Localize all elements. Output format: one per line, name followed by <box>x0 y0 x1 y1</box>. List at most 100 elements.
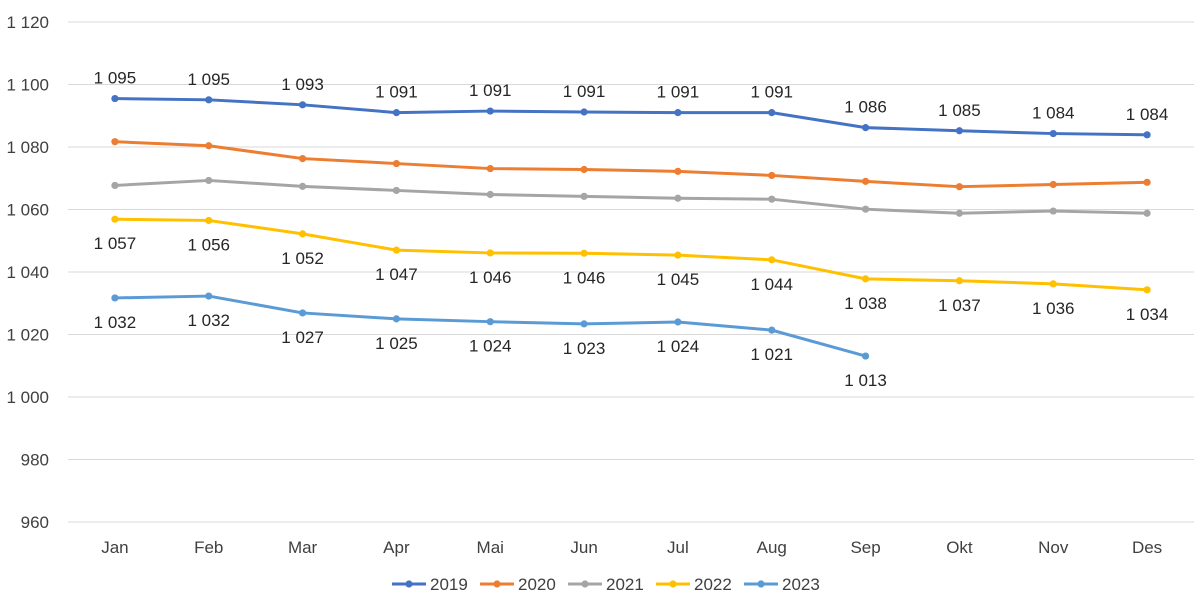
data-label-2019: 1 095 <box>187 70 230 89</box>
data-point-2019 <box>580 108 588 116</box>
data-point-2020 <box>298 154 307 163</box>
data-label-2022: 1 056 <box>187 235 230 254</box>
data-point-2019 <box>768 109 776 117</box>
data-point-2020 <box>674 167 682 175</box>
data-label-2019: 1 091 <box>750 83 793 102</box>
data-point-2022 <box>205 216 213 225</box>
legend-marker-2023 <box>757 580 765 588</box>
data-label-2019: 1 084 <box>1126 105 1169 124</box>
data-point-2020 <box>768 171 776 180</box>
x-tick-label: Nov <box>1038 538 1069 557</box>
data-point-2022 <box>1143 286 1151 294</box>
x-tick-label: Mar <box>288 538 318 557</box>
data-label-2023: 1 013 <box>844 371 887 390</box>
series-line-2019 <box>113 97 1149 137</box>
data-label-2019: 1 085 <box>938 101 981 120</box>
data-label-2019: 1 086 <box>844 98 887 117</box>
data-point-2020 <box>580 165 588 174</box>
data-point-2023 <box>298 309 307 317</box>
x-axis: Jan Feb Mar Apr Mai Jun Jul Aug Sep Okt Nov Des <box>68 521 1194 557</box>
series-group <box>111 94 1151 360</box>
legend-label-2019: 2019 <box>430 575 468 594</box>
data-label-2023: 1 025 <box>375 334 418 353</box>
data-point-2020 <box>205 142 213 150</box>
data-point-2022 <box>674 251 682 259</box>
data-label-2019: 1 091 <box>657 83 700 102</box>
x-tick-label: Des <box>1132 538 1162 557</box>
data-label-2023: 1 021 <box>750 345 793 364</box>
data-label-2019: 1 091 <box>375 83 418 102</box>
data-point-2023 <box>392 315 401 323</box>
data-point-2021 <box>955 209 964 217</box>
data-point-2022 <box>955 277 964 285</box>
data-label-2019: 1 091 <box>469 81 512 100</box>
data-point-2023 <box>111 294 119 302</box>
data-point-2021 <box>111 181 119 190</box>
data-point-2022 <box>392 246 401 254</box>
y-tick-label: 1 060 <box>6 201 49 220</box>
data-label-2019: 1 091 <box>563 82 606 101</box>
series-line-2021 <box>113 178 1149 215</box>
data-label-2022: 1 044 <box>750 275 793 294</box>
x-tick-label: Mai <box>477 538 504 557</box>
x-tick-label: Jul <box>667 538 689 557</box>
data-point-2021 <box>486 190 494 199</box>
data-point-2021 <box>1049 207 1057 215</box>
data-label-2022: 1 046 <box>469 268 512 287</box>
data-point-2020 <box>1143 178 1151 186</box>
data-point-2020 <box>1049 180 1057 189</box>
data-point-2023 <box>674 318 682 326</box>
data-point-2019 <box>486 107 494 115</box>
data-point-2019 <box>861 124 870 132</box>
data-point-2022 <box>486 249 494 257</box>
legend-marker-2021 <box>581 580 589 588</box>
y-tick-label: 1 000 <box>6 388 49 407</box>
legend-label-2022: 2022 <box>694 575 732 594</box>
data-point-2022 <box>298 230 307 238</box>
x-tick-label: Aug <box>757 538 787 557</box>
x-tick-label: Jan <box>101 538 128 557</box>
data-point-2019 <box>205 96 213 104</box>
y-tick-label: 1 100 <box>6 76 49 95</box>
data-point-2019 <box>1143 131 1151 139</box>
data-label-2023: 1 032 <box>187 311 230 330</box>
data-label-2023: 1 024 <box>469 337 512 356</box>
data-point-2023 <box>486 318 494 326</box>
data-point-2020 <box>392 159 401 168</box>
data-label-2022: 1 038 <box>844 294 887 313</box>
series-line-2020 <box>113 140 1149 189</box>
x-tick-label: Okt <box>946 538 973 557</box>
data-point-2021 <box>205 176 213 185</box>
data-label-2022: 1 052 <box>281 249 324 268</box>
data-point-2021 <box>298 182 307 190</box>
y-tick-label: 1 020 <box>6 326 49 345</box>
data-label-2019: 1 093 <box>281 75 324 94</box>
data-point-2019 <box>298 101 307 109</box>
data-label-2023: 1 024 <box>657 337 700 356</box>
y-tick-label: 1 120 <box>6 13 49 32</box>
data-point-2022 <box>580 249 588 257</box>
data-point-2023 <box>861 352 870 360</box>
data-point-2020 <box>111 138 119 146</box>
data-label-2023: 1 027 <box>281 328 324 347</box>
data-point-2021 <box>674 194 682 202</box>
data-point-2023 <box>580 320 588 328</box>
data-label-2022: 1 036 <box>1032 299 1075 318</box>
data-point-2019 <box>674 109 682 117</box>
legend-label-2021: 2021 <box>606 575 644 594</box>
data-label-2022: 1 045 <box>657 270 700 289</box>
data-point-2020 <box>486 164 494 173</box>
data-point-2022 <box>111 215 119 223</box>
data-point-2022 <box>768 256 776 264</box>
data-labels: 1 095 1 095 1 093 1 091 1 091 1 091 1 091 1 091… <box>94 69 1169 391</box>
data-point-2020 <box>861 177 870 185</box>
y-tick-label: 960 <box>21 513 49 532</box>
x-tick-label: Feb <box>194 538 223 557</box>
data-label-2022: 1 034 <box>1126 305 1169 324</box>
data-label-2019: 1 095 <box>94 69 137 88</box>
legend-marker-2022 <box>669 580 677 588</box>
data-label-2019: 1 084 <box>1032 104 1075 123</box>
data-label-2023: 1 023 <box>563 339 606 358</box>
data-point-2021 <box>580 192 588 200</box>
